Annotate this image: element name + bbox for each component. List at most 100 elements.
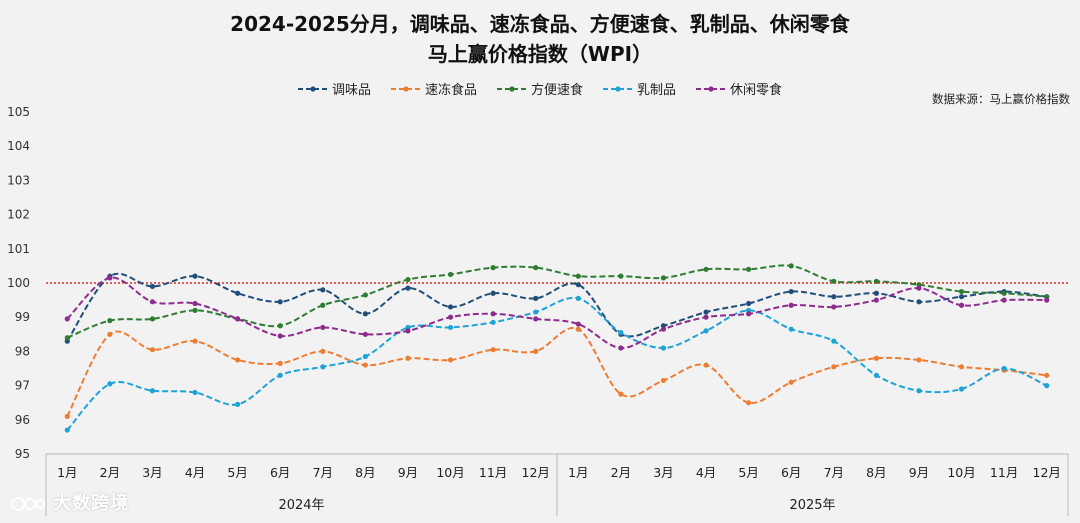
series-point [362,362,368,368]
series-point [277,372,283,378]
series-point [873,290,879,296]
series-line-2 [66,326,1047,417]
series-point [873,278,879,284]
legend-entry: 休闲零食 [696,79,782,98]
series-point [362,292,368,298]
series-point [788,379,794,385]
series-point [235,290,241,296]
x-tick-label: 10月 [947,465,975,480]
chart-subtitle: 马上赢价格指数（WPI） [427,42,653,66]
series-point [618,273,624,279]
series-point [1044,372,1050,378]
series-point [618,329,624,336]
y-tick-label: 104 [7,139,30,153]
series-point [447,324,454,331]
y-tick-label: 98 [15,344,30,358]
series-point [660,275,667,281]
series-point [958,386,965,392]
series-point [64,413,70,419]
series-point [362,353,368,360]
x-tick-label: 9月 [909,465,929,480]
legend: 调味品 速冻食品 方便速食 乳制品 休闲零食 [0,79,1080,98]
series-point [958,302,965,308]
x-group-label: 2025年 [789,498,835,513]
series-point [873,297,879,303]
chart-title: 2024-2025分月，调味品、速冻食品、方便速食、乳制品、休闲零食 [230,12,850,36]
series-point [703,309,709,315]
series-line-5 [66,276,1047,349]
series-point [575,295,581,301]
series-point [703,266,709,272]
series-point [107,318,113,324]
series-point [660,326,667,332]
series-point [405,328,411,334]
series-point [958,294,965,300]
series-point [575,326,581,332]
x-tick-label: 5月 [227,465,247,480]
series-line-1 [66,272,1047,342]
series-point [746,266,752,272]
x-tick-label: 6月 [270,465,290,480]
series-point [64,427,70,433]
watermark-logo-icon [11,497,45,511]
x-tick-label: 3月 [142,465,162,480]
series-point [490,265,496,271]
series-point [277,323,283,329]
x-tick-label: 2月 [611,465,631,480]
y-tick-label: 105 [7,105,30,119]
series-line-4 [66,296,1048,431]
series-point [362,311,368,317]
series-point [788,263,794,269]
y-tick-label: 101 [7,242,30,256]
x-tick-label: 6月 [781,465,801,480]
x-tick-label: 2月 [100,465,120,480]
series-point [192,300,198,307]
series-point [1044,297,1050,303]
series-point [192,273,198,279]
legend-entry: 调味品 [297,79,371,98]
series-point [1001,297,1007,303]
series-point [447,304,454,310]
series-point [831,278,837,284]
series-point [703,328,709,334]
series-point [447,271,454,278]
x-tick-label: 12月 [1033,465,1061,480]
y-tick-label: 99 [15,310,30,324]
x-tick-label: 4月 [696,465,716,480]
series-point [490,311,496,317]
series-point [746,300,752,307]
x-tick-label: 5月 [738,465,758,480]
series-point [405,355,411,361]
series-point [1001,365,1007,372]
series-point [107,381,113,387]
y-tick-label: 96 [15,413,30,427]
series-point [277,360,283,366]
series-point [149,299,156,305]
legend-label: 乳制品 [637,83,677,98]
x-group-label: 2024年 [278,498,324,513]
y-tick-label: 95 [15,447,30,461]
source-note: 数据来源：马上赢价格指数 [932,92,1070,106]
x-tick-label: 3月 [653,465,673,480]
series-line-3 [66,264,1047,339]
series-point [788,302,794,308]
legend-swatch [603,85,633,92]
series-point [660,345,667,351]
series-point [533,309,539,315]
series-point [235,316,241,322]
x-tick-label: 8月 [355,465,375,480]
series-point [235,401,241,408]
series-point [490,290,496,296]
x-tick-label: 1月 [568,465,588,480]
series-point [533,316,539,322]
y-tick-label: 100 [7,276,30,290]
legend-swatch [696,85,727,92]
series-point [831,294,837,300]
series-point [405,276,411,283]
x-tick-label: 8月 [866,465,886,480]
legend-entry: 速冻食品 [390,79,477,98]
series-point [490,347,496,353]
series-point [575,321,581,327]
